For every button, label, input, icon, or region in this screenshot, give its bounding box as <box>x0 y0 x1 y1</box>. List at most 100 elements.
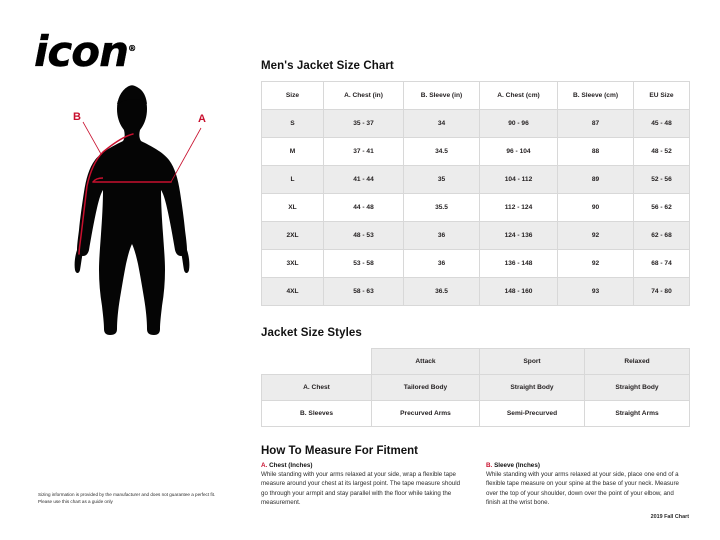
cell-chest-cm: 96 - 104 <box>479 137 558 166</box>
jacket-size-styles-section: Jacket Size Styles Attack Sport Relaxed … <box>261 327 690 427</box>
cell-eu-size: 52 - 56 <box>633 165 690 194</box>
cell-sleeve-cm: 88 <box>557 137 634 166</box>
table-row: 2XL 48 - 53 36 124 - 136 92 62 - 68 <box>261 221 690 250</box>
table-row: 3XL 53 - 58 36 136 - 148 92 68 - 74 <box>261 249 690 278</box>
cell-sleeve-in: 36 <box>403 221 480 250</box>
cell-chest-cm: 124 - 136 <box>479 221 558 250</box>
style-column-relaxed: Relaxed <box>584 348 690 375</box>
cell-size: 3XL <box>261 249 324 278</box>
cell-size: 2XL <box>261 221 324 250</box>
column-header-eu-size: EU Size <box>633 81 690 110</box>
column-header-chest-in: A. Chest (in) <box>323 81 404 110</box>
styles-corner-cell <box>262 349 372 375</box>
measure-title: How To Measure For Fitment <box>261 445 418 457</box>
cell-sleeve-cm: 93 <box>557 277 634 306</box>
style-cell-sport: Semi-Precurved <box>479 400 585 427</box>
cell-chest-in: 58 - 63 <box>323 277 404 306</box>
styles-row-chest: A. Chest Tailored Body Straight Body Str… <box>261 374 690 401</box>
measurement-figure: A B <box>55 78 235 340</box>
how-to-measure-section: How To Measure For Fitment A. Chest (Inc… <box>261 445 689 508</box>
jacket-size-table: Size A. Chest (in) B. Sleeve (in) A. Che… <box>261 81 690 306</box>
cell-sleeve-cm: 92 <box>557 221 634 250</box>
male-silhouette-icon: A B <box>73 85 206 335</box>
cell-size: M <box>261 137 324 166</box>
cell-eu-size: 68 - 74 <box>633 249 690 278</box>
brand-wordmark: icon® <box>34 27 136 76</box>
table-row: L 41 - 44 35 104 - 112 89 52 - 56 <box>261 165 690 194</box>
cell-chest-in: 41 - 44 <box>323 165 404 194</box>
figure-label-b: B <box>73 111 81 123</box>
measure-item-sleeve: B. Sleeve (Inches) While standing with y… <box>486 462 689 508</box>
brand-wordmark-text: icon <box>34 27 129 76</box>
table-row: S 35 - 37 34 90 - 96 87 45 - 48 <box>261 109 690 138</box>
table-row: XL 44 - 48 35.5 112 - 124 90 56 - 62 <box>261 193 690 222</box>
style-row-label: B. Sleeves <box>261 400 372 427</box>
figure-label-a: A <box>198 113 206 125</box>
size-chart-title: Men's Jacket Size Chart <box>261 60 394 72</box>
cell-sleeve-in: 34.5 <box>403 137 480 166</box>
cell-chest-in: 37 - 41 <box>323 137 404 166</box>
measure-heading-text: Chest (Inches) <box>269 462 313 469</box>
cell-chest-cm: 136 - 148 <box>479 249 558 278</box>
cell-chest-cm: 112 - 124 <box>479 193 558 222</box>
cell-sleeve-in: 36.5 <box>403 277 480 306</box>
charts-column: Men's Jacket Size Chart Size A. Chest (i… <box>261 60 690 508</box>
disclaimer-line-2: Please use this chart as a guide only <box>38 499 113 505</box>
measure-letter-b: B. <box>486 462 493 469</box>
cell-chest-cm: 104 - 112 <box>479 165 558 194</box>
cell-sleeve-in: 35.5 <box>403 193 480 222</box>
cell-chest-cm: 90 - 96 <box>479 109 558 138</box>
cell-sleeve-cm: 87 <box>557 109 634 138</box>
cell-sleeve-cm: 89 <box>557 165 634 194</box>
style-column-sport: Sport <box>479 348 585 375</box>
measure-heading-chest: A. Chest (Inches) <box>261 462 464 469</box>
measure-letter-a: A. <box>261 462 268 469</box>
chart-season-label: 2019 Fall Chart <box>650 514 689 520</box>
cell-chest-in: 53 - 58 <box>323 249 404 278</box>
column-header-sleeve-cm: B. Sleeve (cm) <box>557 81 634 110</box>
brand-logo: icon® <box>34 26 184 74</box>
cell-size: S <box>261 109 324 138</box>
cell-sleeve-cm: 90 <box>557 193 634 222</box>
disclaimer-line-1: Sizing information is provided by the ma… <box>38 492 216 497</box>
style-cell-sport: Straight Body <box>479 374 585 401</box>
style-column-attack: Attack <box>371 348 480 375</box>
cell-eu-size: 45 - 48 <box>633 109 690 138</box>
cell-sleeve-in: 35 <box>403 165 480 194</box>
cell-size: 4XL <box>261 277 324 306</box>
registered-trademark-icon: ® <box>128 44 136 53</box>
cell-chest-in: 44 - 48 <box>323 193 404 222</box>
table-row: 4XL 58 - 63 36.5 148 - 160 93 74 - 80 <box>261 277 690 306</box>
jacket-style-table: Attack Sport Relaxed A. Chest Tailored B… <box>261 348 690 427</box>
measure-item-chest: A. Chest (Inches) While standing with yo… <box>261 462 464 508</box>
column-header-chest-cm: A. Chest (cm) <box>479 81 558 110</box>
styles-header-row: Attack Sport Relaxed <box>262 348 690 375</box>
style-row-label: A. Chest <box>261 374 372 401</box>
styles-row-sleeves: B. Sleeves Precurved Arms Semi-Precurved… <box>261 400 690 427</box>
measure-heading-text: Sleeve (Inches) <box>494 462 540 469</box>
cell-eu-size: 62 - 68 <box>633 221 690 250</box>
cell-chest-in: 35 - 37 <box>323 109 404 138</box>
column-header-sleeve-in: B. Sleeve (in) <box>403 81 480 110</box>
cell-eu-size: 48 - 52 <box>633 137 690 166</box>
cell-chest-in: 48 - 53 <box>323 221 404 250</box>
style-cell-relaxed: Straight Arms <box>584 400 690 427</box>
table-header-row: Size A. Chest (in) B. Sleeve (in) A. Che… <box>261 81 690 110</box>
measure-body-chest: While standing with your arms relaxed at… <box>261 471 461 507</box>
cell-eu-size: 74 - 80 <box>633 277 690 306</box>
style-cell-attack: Tailored Body <box>371 374 480 401</box>
cell-sleeve-cm: 92 <box>557 249 634 278</box>
table-row: M 37 - 41 34.5 96 - 104 88 48 - 52 <box>261 137 690 166</box>
measure-body-sleeve: While standing with your arms relaxed at… <box>486 471 679 507</box>
style-cell-relaxed: Straight Body <box>584 374 690 401</box>
cell-size: XL <box>261 193 324 222</box>
cell-chest-cm: 148 - 160 <box>479 277 558 306</box>
sizing-disclaimer: Sizing information is provided by the ma… <box>38 491 253 506</box>
cell-eu-size: 56 - 62 <box>633 193 690 222</box>
cell-sleeve-in: 36 <box>403 249 480 278</box>
cell-sleeve-in: 34 <box>403 109 480 138</box>
style-cell-attack: Precurved Arms <box>371 400 480 427</box>
cell-size: L <box>261 165 324 194</box>
measure-heading-sleeve: B. Sleeve (Inches) <box>486 462 689 469</box>
